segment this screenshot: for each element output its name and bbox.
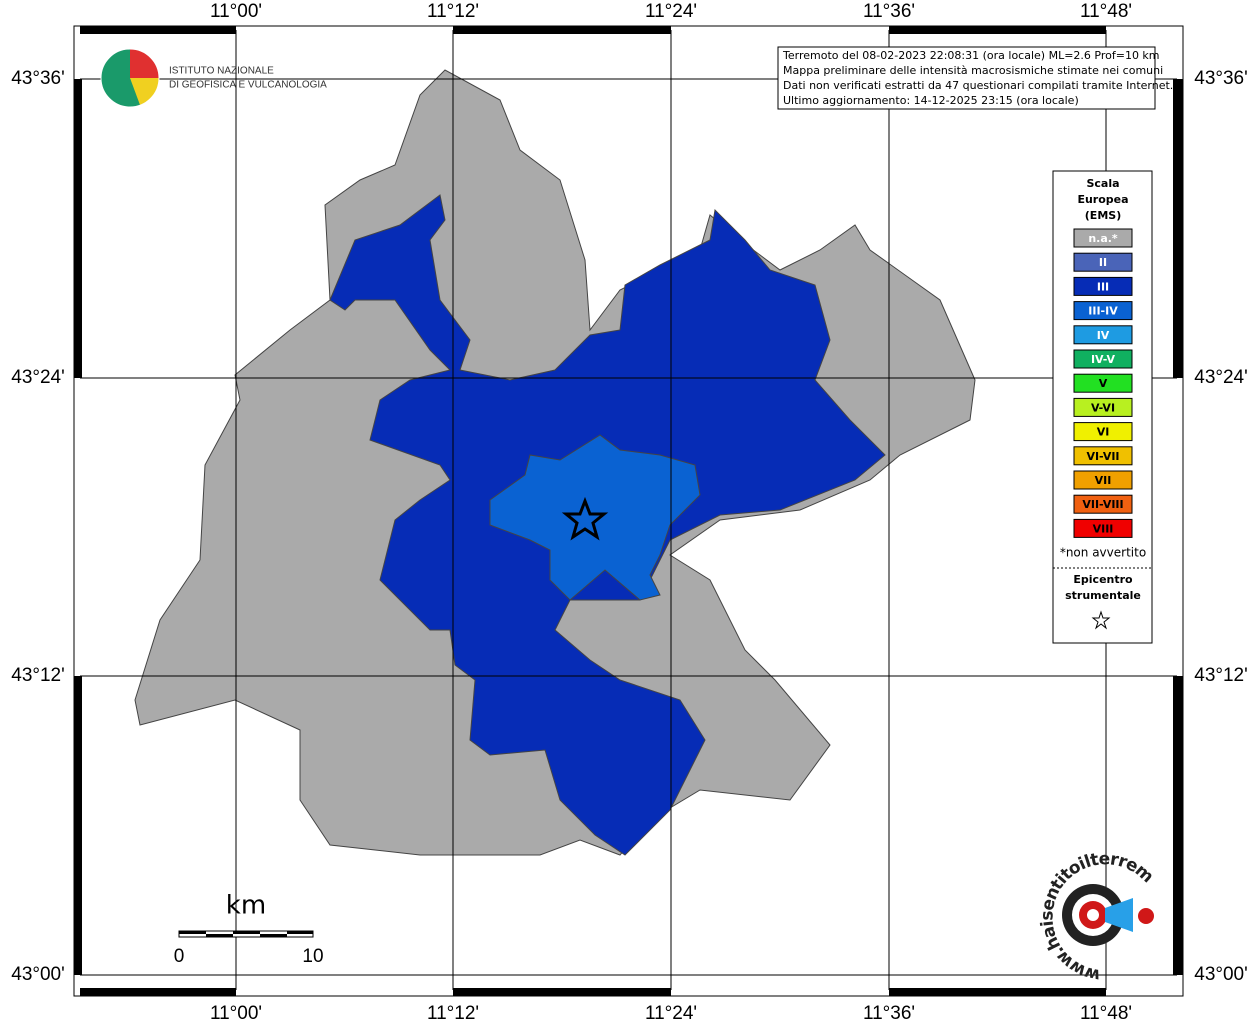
- legend-swatch: [1073, 494, 1133, 514]
- legend-swatch: [1073, 470, 1133, 490]
- lat-label: 43°12': [11, 665, 65, 686]
- scale-bar: [178, 930, 314, 938]
- lon-label: 11°12': [427, 1003, 479, 1024]
- legend-label: V: [1099, 377, 1108, 390]
- legend-swatch: [1073, 276, 1133, 296]
- lat-label: 43°00': [1194, 964, 1248, 985]
- legend-label: III-IV: [1088, 305, 1118, 318]
- frame-ticks: [74, 26, 1183, 996]
- legend-swatch: [1073, 397, 1133, 417]
- legend-epicenter: strumentale: [1065, 589, 1141, 602]
- legend-star: [1091, 610, 1111, 630]
- legend-label: VII: [1095, 474, 1112, 487]
- legend-swatch: [1073, 301, 1133, 321]
- lon-label: 11°00': [210, 1, 262, 22]
- lon-label: 11°00': [210, 1003, 262, 1024]
- legend-label: V-VI: [1091, 401, 1115, 414]
- scale-tick: 0: [174, 946, 185, 967]
- legend-label: III: [1097, 280, 1109, 293]
- legend-swatch: [1073, 446, 1133, 466]
- info-box: [777, 46, 1156, 110]
- legend-label: IV-V: [1091, 353, 1116, 366]
- legend-label: IV: [1097, 329, 1110, 342]
- info-line: Dati non verificati estratti da 47 quest…: [783, 79, 1173, 92]
- lat-label: 43°00': [11, 964, 65, 985]
- lat-label: 43°36': [1194, 68, 1248, 89]
- legend-title: Europea: [1077, 193, 1128, 206]
- lon-label: 11°24': [645, 1003, 697, 1024]
- legend-swatch: [1073, 422, 1133, 442]
- lat-label: 43°12': [1194, 665, 1248, 686]
- info-line: Terremoto del 08-02-2023 22:08:31 (ora l…: [782, 49, 1160, 62]
- legend-label: II: [1099, 256, 1107, 269]
- scale-unit: km: [226, 891, 266, 921]
- legend-swatch: [1073, 228, 1133, 248]
- legend-swatch: [1073, 373, 1133, 393]
- regions: [134, 69, 976, 856]
- site-logo: [1062, 884, 1154, 946]
- scale-tick: 10: [302, 946, 323, 967]
- lon-label: 11°24': [645, 1, 697, 22]
- lat-label: 43°36': [11, 68, 65, 89]
- lon-label: 11°12': [427, 1, 479, 22]
- legend-label: VI-VII: [1086, 450, 1119, 463]
- legend-title: (EMS): [1085, 209, 1121, 222]
- legend-label: VII-VIII: [1082, 498, 1123, 511]
- legend-swatch: [1073, 518, 1133, 538]
- lon-label: 11°36': [863, 1003, 915, 1024]
- institute-name: DI GEOFISICA E VULCANOLOGIA: [169, 80, 327, 91]
- legend-label: n.a.*: [1088, 232, 1118, 245]
- ingv-logo: [100, 48, 160, 108]
- institute-name: ISTITUTO NAZIONALE: [169, 66, 274, 77]
- legend-label: VI: [1097, 426, 1110, 439]
- lon-label: 11°36': [863, 1, 915, 22]
- legend-swatch: [1073, 325, 1133, 345]
- legend-title: Scala: [1086, 177, 1119, 190]
- lon-label: 11°48': [1080, 1003, 1132, 1024]
- legend-swatch: [1073, 349, 1133, 369]
- legend-label: VIII: [1093, 522, 1114, 535]
- info-line: Mappa preliminare delle intensità macros…: [783, 64, 1163, 77]
- legend-epicenter: Epicentro: [1073, 573, 1133, 586]
- epicenter-star: [561, 496, 609, 541]
- legend-note: *non avvertito: [1060, 546, 1146, 560]
- lat-label: 43°24': [1194, 367, 1248, 388]
- info-line: Ultimo aggiornamento: 14-12-2025 23:15 (…: [783, 94, 1079, 107]
- lat-label: 43°24': [11, 367, 65, 388]
- legend-swatch: [1073, 252, 1133, 272]
- lon-label: 11°48': [1080, 1, 1132, 22]
